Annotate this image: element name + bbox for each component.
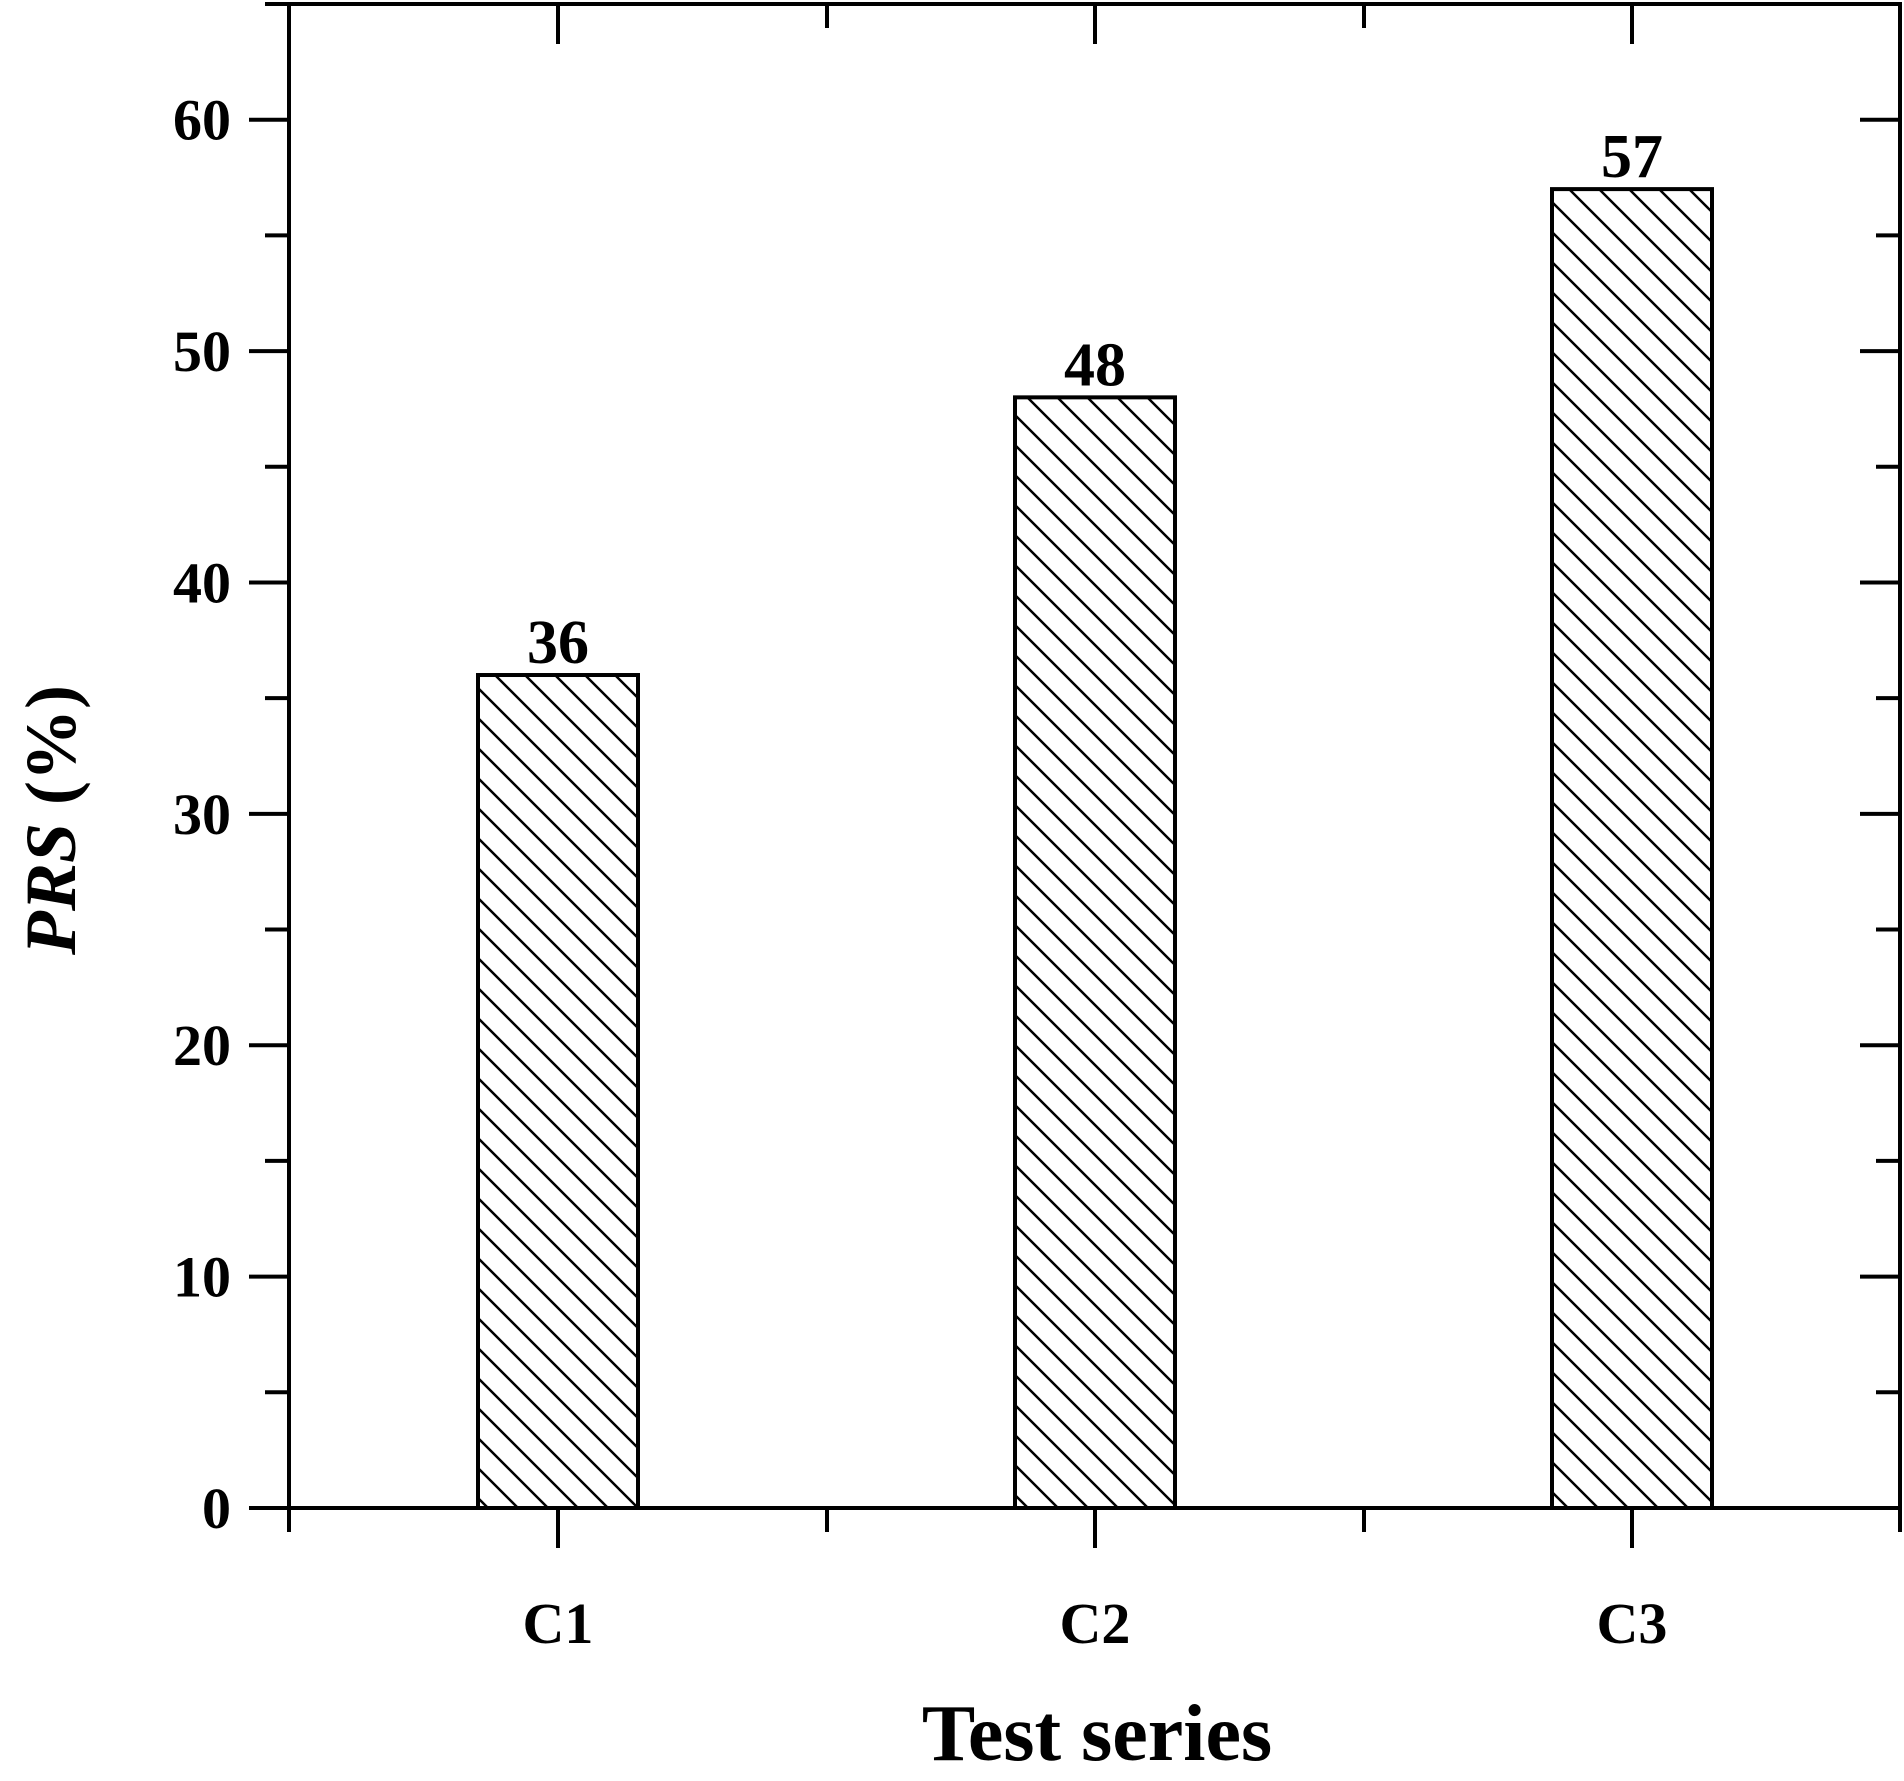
bars <box>476 187 1714 1511</box>
bar-C2 <box>1013 395 1177 1510</box>
category-label-C3: C3 <box>1597 1591 1668 1656</box>
y-axis-label-italic: PRS <box>11 823 91 956</box>
value-label-C3: 57 <box>1601 123 1663 191</box>
y-axis-label: PRS (%) <box>11 685 91 956</box>
y-tick-label: 30 <box>173 782 231 847</box>
y-tick-label: 0 <box>202 1476 231 1541</box>
y-tick-label: 10 <box>173 1245 231 1310</box>
y-tick-label: 60 <box>173 88 231 153</box>
y-axis-ticks: 0 10 20 30 40 50 60 <box>173 2 1900 1541</box>
y-tick-label: 40 <box>173 550 231 615</box>
category-labels: C1 C2 C3 <box>523 1591 1668 1656</box>
bar-C1 <box>476 673 640 1510</box>
x-axis-ticks <box>287 4 1902 1548</box>
category-label-C2: C2 <box>1060 1591 1131 1656</box>
y-tick-label: 20 <box>173 1013 231 1078</box>
x-axis-label: Test series <box>922 1690 1272 1778</box>
category-label-C1: C1 <box>523 1591 594 1656</box>
y-tick-label: 50 <box>173 319 231 384</box>
y-axis-label-unit: (%) <box>11 685 91 823</box>
value-label-C1: 36 <box>527 609 589 677</box>
value-label-C2: 48 <box>1064 331 1126 399</box>
bar-C3 <box>1550 187 1714 1511</box>
value-labels: 36 48 57 <box>527 123 1663 677</box>
